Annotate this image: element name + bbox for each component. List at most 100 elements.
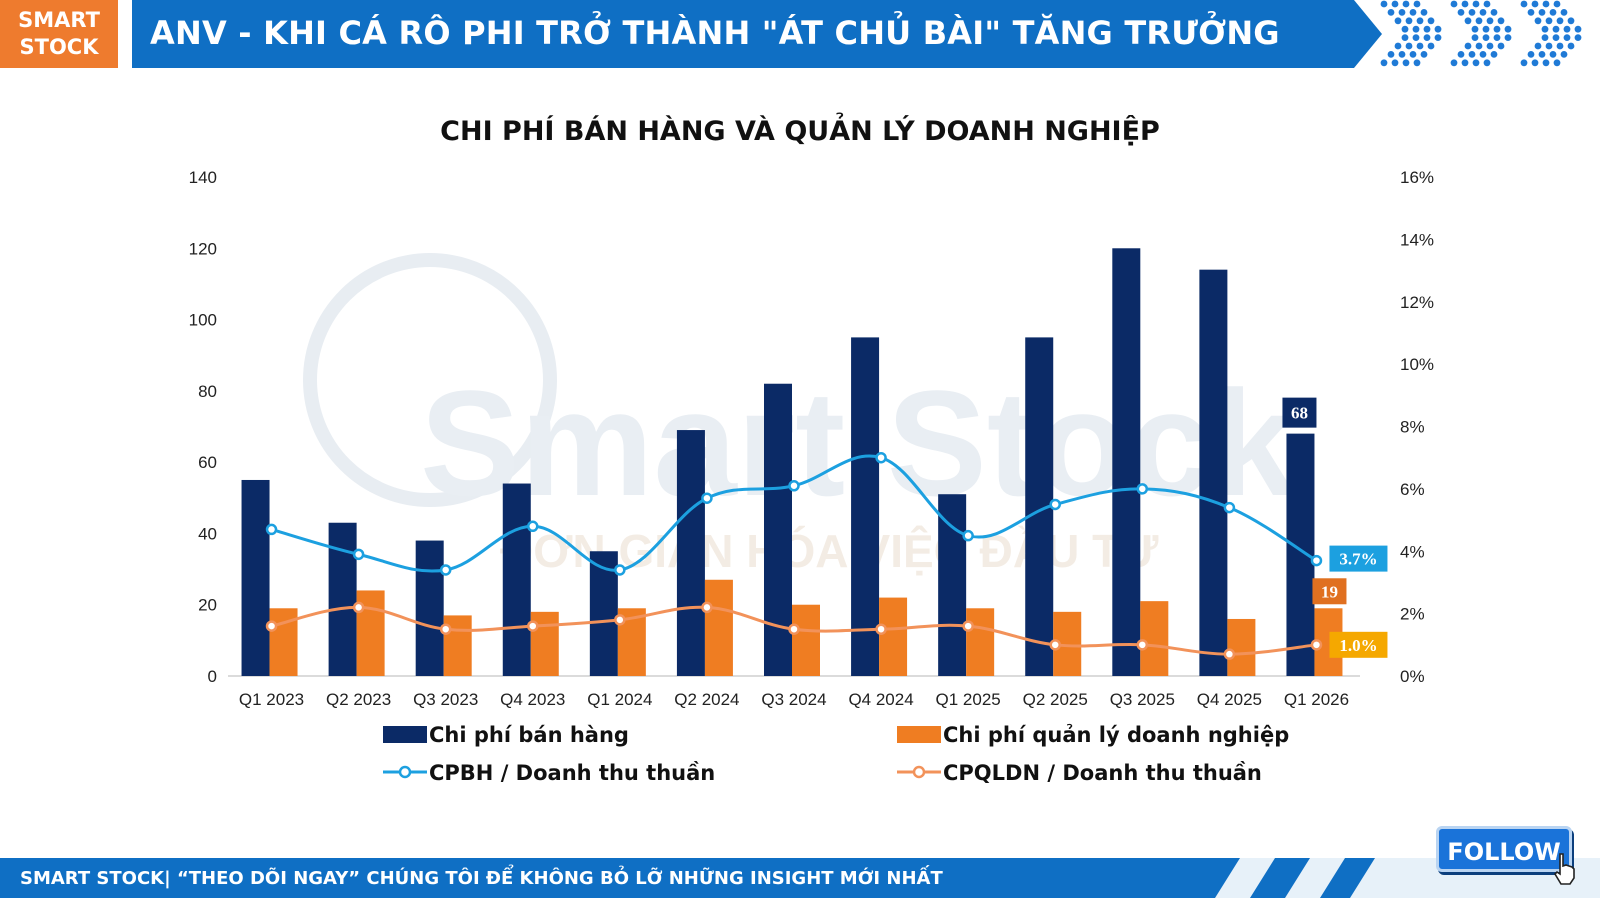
point-selling-ratio [1223, 501, 1236, 514]
bar-admin-expense [879, 597, 908, 676]
x-tick-label: Q2 2025 [1023, 690, 1088, 709]
bar-admin-expense [966, 608, 995, 676]
legend-label: Chi phí bán hàng [429, 723, 629, 747]
x-tick-label: Q2 2023 [326, 690, 391, 709]
bar-selling-expense [415, 540, 444, 676]
bar-admin-expense [1140, 601, 1169, 676]
point-admin-ratio [701, 601, 713, 614]
data-label-selling-last: 68 [1291, 404, 1308, 423]
header-banner [132, 0, 1382, 68]
watermark: Smart Stock ĐƠN GIẢN HÓA VIỆC ĐẦU TƯ [303, 253, 1296, 577]
x-tick-label: Q2 2024 [674, 690, 739, 709]
point-admin-ratio [875, 623, 887, 635]
chart-title: CHI PHÍ BÁN HÀNG VÀ QUẢN LÝ DOANH NGHIỆP [440, 116, 1160, 147]
point-admin-ratio [265, 620, 278, 632]
data-label-admin-last-bg [1312, 578, 1347, 605]
bar-selling-expense [851, 337, 880, 676]
point-admin-ratio [527, 620, 539, 632]
page-title: ANV - KHI CÁ RÔ PHI TRỞ THÀNH "ÁT CHỦ BÀ… [150, 14, 1280, 52]
x-tick-label: Q1 2024 [587, 690, 652, 709]
footer-bar: SMART STOCK| “THEO DÕI NGAY” CHÚNG TÔI Đ… [0, 858, 1600, 898]
point-admin-ratio [352, 601, 365, 614]
data-label-admin-ratio-last-bg [1329, 631, 1388, 658]
y-right-tick-label: 4% [1400, 542, 1425, 561]
x-tick-label: Q3 2025 [1110, 690, 1175, 709]
bar-admin-expense [792, 604, 820, 676]
legend-swatch [897, 726, 941, 743]
point-selling-ratio [265, 523, 278, 536]
bar-admin-expense [704, 579, 733, 676]
y-left-tick-label: 60 [198, 453, 217, 472]
y-left-tick-label: 0 [208, 667, 217, 686]
point-admin-ratio [788, 623, 800, 635]
point-selling-ratio [1136, 483, 1149, 495]
data-label-selling-ratio-last: 3.7% [1339, 550, 1377, 569]
point-admin-ratio [1310, 639, 1323, 651]
y-left-tick-label: 120 [189, 239, 217, 258]
point-selling-ratio [962, 529, 974, 542]
bar-selling-expense [502, 483, 531, 676]
data-label-selling-last-bg [1282, 397, 1317, 428]
bar-selling-expense [589, 551, 618, 676]
y-right-tick-label: 16% [1400, 168, 1434, 187]
bar-selling-expense [676, 430, 705, 676]
data-label-admin-ratio-last: 1.0% [1339, 636, 1377, 655]
bar-selling-expense [241, 479, 270, 676]
y-right-tick-label: 8% [1400, 418, 1425, 437]
y-left-tick-label: 80 [198, 382, 217, 401]
point-admin-ratio [614, 614, 626, 626]
brand-logo-line1: SMART [18, 8, 100, 32]
point-admin-ratio [962, 620, 974, 632]
x-tick-label: Q1 2026 [1284, 690, 1349, 709]
x-tick-label: Q4 2023 [500, 690, 565, 709]
data-label-admin-last: 19 [1321, 582, 1338, 601]
x-tick-label: Q4 2024 [848, 690, 913, 709]
bar-selling-expense [938, 494, 967, 676]
point-admin-ratio [1049, 639, 1061, 651]
y-right-tick-label: 6% [1400, 480, 1425, 499]
y-left-tick-label: 140 [189, 168, 217, 187]
y-left-tick-label: 100 [189, 311, 217, 330]
x-tick-label: Q4 2025 [1197, 690, 1262, 709]
point-selling-ratio [788, 480, 800, 492]
chevron-dots-icon [1380, 0, 1582, 67]
point-admin-ratio [1136, 639, 1149, 651]
bar-admin-expense [1227, 618, 1256, 676]
point-selling-ratio [352, 548, 365, 561]
data-label-selling-ratio-last-bg [1329, 545, 1388, 572]
legend-swatch-marker [912, 765, 926, 779]
point-selling-ratio [527, 520, 539, 533]
legend-swatch-marker [398, 765, 412, 779]
bar-selling-expense [1199, 269, 1228, 676]
x-tick-label: Q1 2025 [936, 690, 1001, 709]
y-left-tick-label: 40 [198, 524, 217, 543]
point-admin-ratio [1223, 648, 1236, 660]
bar-selling-expense [764, 383, 792, 676]
x-tick-label: Q3 2024 [761, 690, 826, 709]
brand-logo-line2: STOCK [19, 35, 99, 59]
bar-selling-expense [328, 522, 357, 676]
legend-label: CPQLDN / Doanh thu thuần [943, 761, 1262, 785]
y-left-tick-label: 20 [198, 596, 217, 615]
bar-selling-expense [1112, 248, 1141, 677]
point-selling-ratio [875, 451, 887, 464]
point-selling-ratio [439, 564, 452, 576]
brand-logo: SMART STOCK [0, 0, 118, 68]
x-tick-label: Q3 2023 [413, 690, 478, 709]
footer-text: SMART STOCK| “THEO DÕI NGAY” CHÚNG TÔI Đ… [20, 868, 943, 889]
point-selling-ratio [701, 492, 713, 504]
follow-button[interactable]: FOLLOW [1436, 826, 1572, 872]
point-selling-ratio [614, 564, 626, 576]
y-right-tick-label: 12% [1400, 293, 1434, 312]
hand-pointer-icon [1553, 853, 1575, 885]
point-admin-ratio [439, 623, 452, 635]
y-right-tick-label: 14% [1400, 230, 1434, 249]
legend-swatch [383, 726, 427, 743]
y-right-tick-label: 2% [1400, 605, 1425, 624]
legend-label: CPBH / Doanh thu thuần [429, 761, 715, 785]
point-selling-ratio [1310, 554, 1323, 567]
y-right-tick-label: 0% [1400, 667, 1425, 686]
legend-label: Chi phí quản lý doanh nghiệp [943, 723, 1289, 747]
x-tick-label: Q1 2023 [239, 690, 304, 709]
